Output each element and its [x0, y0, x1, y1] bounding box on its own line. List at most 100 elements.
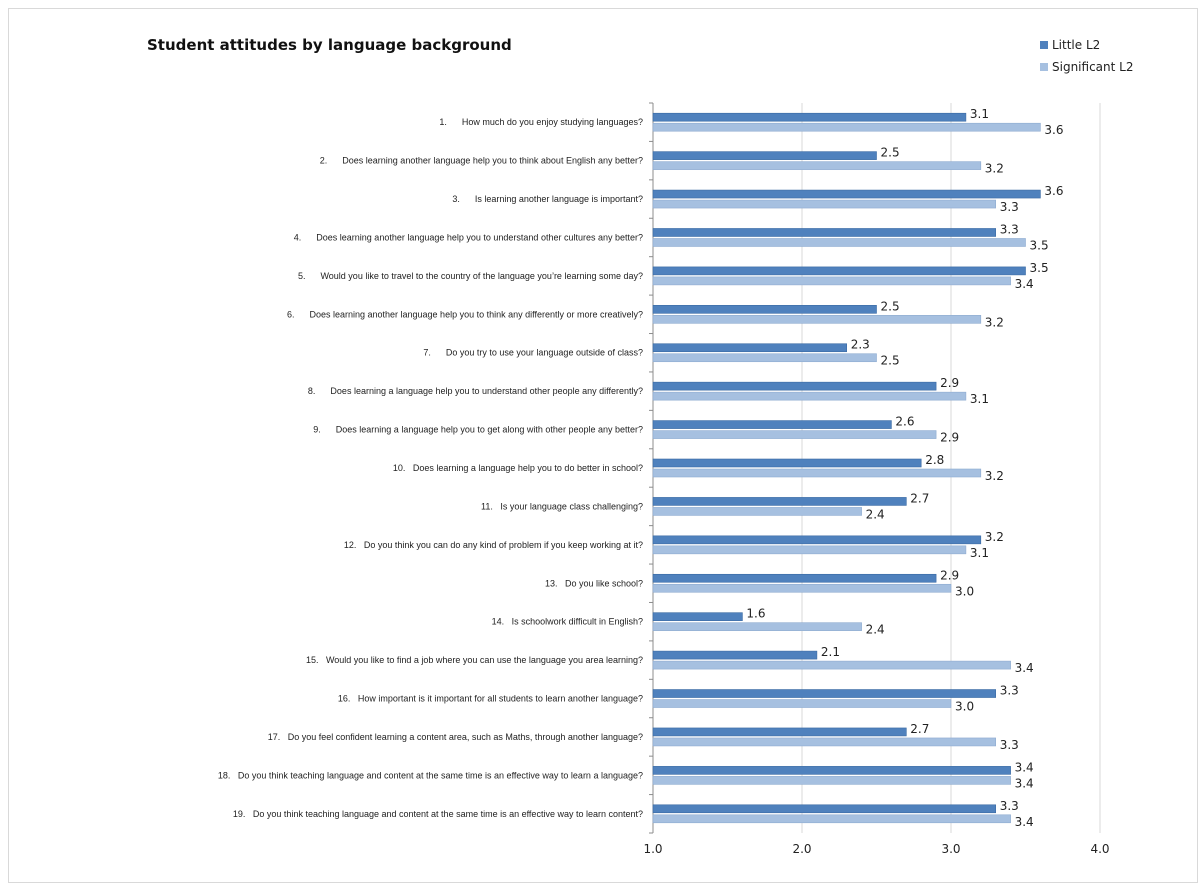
- data-label: 3.2: [985, 530, 1004, 544]
- bar-significant-l2: [652, 507, 862, 516]
- category-label: 16. How important is it important for al…: [338, 694, 643, 704]
- bar-little-l2: [652, 189, 1041, 199]
- bar-little-l2: [652, 573, 937, 583]
- category-label: 2. Does learning another language help y…: [320, 156, 643, 166]
- data-label: 2.9: [940, 431, 959, 445]
- data-label: 1.6: [746, 607, 765, 621]
- data-label: 2.9: [940, 568, 959, 582]
- data-label: 3.6: [1044, 123, 1063, 137]
- data-label: 3.3: [1000, 799, 1019, 813]
- category-label: 17. Do you feel confident learning a con…: [268, 732, 643, 742]
- data-label: 3.6: [1044, 184, 1063, 198]
- data-label: 2.5: [881, 354, 900, 368]
- bar-significant-l2: [652, 161, 982, 170]
- bar-little-l2: [652, 343, 847, 353]
- data-label: 2.9: [940, 376, 959, 390]
- legend-swatch-significant-l2: [1040, 63, 1048, 71]
- chart-title: Student attitudes by language background: [147, 36, 512, 54]
- bar-significant-l2: [652, 776, 1011, 785]
- data-label: 3.4: [1015, 776, 1034, 790]
- bar-little-l2: [652, 420, 892, 429]
- bar-little-l2: [652, 151, 877, 160]
- bar-little-l2: [652, 727, 907, 737]
- bar-significant-l2: [652, 660, 1011, 670]
- category-label: 4. Does learning another language help y…: [294, 232, 643, 242]
- data-label: 3.2: [985, 315, 1004, 329]
- bar-little-l2: [652, 650, 818, 660]
- bar-significant-l2: [652, 583, 952, 593]
- data-label: 3.1: [970, 392, 989, 406]
- chart-frame: [8, 8, 1198, 883]
- bar-little-l2: [652, 689, 997, 698]
- bar-significant-l2: [652, 545, 967, 555]
- bar-little-l2: [652, 266, 1026, 276]
- data-label: 3.4: [1015, 277, 1034, 291]
- data-label: 3.0: [955, 700, 974, 714]
- category-label: 6. Does learning another language help y…: [287, 309, 643, 319]
- bar-little-l2: [652, 381, 937, 391]
- category-label: 13. Do you like school?: [545, 578, 643, 588]
- data-label: 2.7: [910, 491, 929, 505]
- legend-item-significant-l2: Significant L2: [1040, 56, 1133, 78]
- bar-significant-l2: [652, 468, 982, 478]
- bar-little-l2: [652, 112, 967, 122]
- bar-significant-l2: [652, 353, 877, 363]
- bar-significant-l2: [652, 622, 862, 631]
- data-label: 3.4: [1015, 815, 1034, 829]
- legend-item-little-l2: Little L2: [1040, 34, 1133, 56]
- data-label: 2.5: [881, 299, 900, 313]
- x-tick-label: 3.0: [941, 842, 960, 856]
- category-label: 1. How much do you enjoy studying langua…: [439, 117, 643, 127]
- data-label: 3.2: [985, 469, 1004, 483]
- bar-little-l2: [652, 305, 877, 314]
- bar-significant-l2: [652, 122, 1041, 132]
- bar-significant-l2: [652, 199, 997, 209]
- data-label: 2.4: [866, 507, 885, 521]
- data-label: 3.2: [985, 162, 1004, 176]
- data-label: 2.6: [895, 415, 914, 429]
- data-label: 3.4: [1015, 760, 1034, 774]
- bar-little-l2: [652, 497, 907, 506]
- category-label: 10. Does learning a language help you to…: [393, 463, 643, 473]
- category-label: 9. Does learning a language help you to …: [313, 425, 643, 435]
- legend-label-significant-l2: Significant L2: [1052, 60, 1134, 74]
- bar-significant-l2: [652, 737, 997, 747]
- legend-label-little-l2: Little L2: [1052, 38, 1101, 52]
- data-label: 2.4: [866, 623, 885, 637]
- category-label: 18. Do you think teaching language and c…: [218, 770, 643, 780]
- category-label: 11. Is your language class challenging?: [481, 501, 643, 511]
- bar-significant-l2: [652, 814, 1011, 824]
- bar-significant-l2: [652, 430, 937, 439]
- data-label: 3.5: [1030, 238, 1049, 252]
- data-label: 3.5: [1030, 261, 1049, 275]
- bar-little-l2: [652, 612, 743, 621]
- bar-little-l2: [652, 804, 997, 814]
- category-label: 3. Is learning another language is impor…: [452, 194, 643, 204]
- data-label: 3.3: [1000, 738, 1019, 752]
- category-label: 12. Do you think you can do any kind of …: [344, 540, 643, 550]
- category-label: 19. Do you think teaching language and c…: [233, 809, 643, 819]
- legend-swatch-little-l2: [1040, 41, 1048, 49]
- x-tick-label: 4.0: [1090, 842, 1109, 856]
- category-label: 7. Do you try to use your language outsi…: [423, 348, 643, 358]
- data-label: 2.1: [821, 645, 840, 659]
- bar-significant-l2: [652, 276, 1011, 286]
- data-label: 2.7: [910, 722, 929, 736]
- data-label: 3.4: [1015, 661, 1034, 675]
- x-tick-label: 1.0: [643, 842, 662, 856]
- data-label: 3.3: [1000, 222, 1019, 236]
- data-label: 2.5: [881, 146, 900, 160]
- category-label: 15. Would you like to find a job where y…: [306, 655, 643, 665]
- data-label: 3.3: [1000, 200, 1019, 214]
- bar-little-l2: [652, 766, 1011, 775]
- bar-little-l2: [652, 228, 997, 237]
- category-label: 8. Does learning a language help you to …: [308, 386, 643, 396]
- data-label: 3.0: [955, 584, 974, 598]
- bar-significant-l2: [652, 238, 1026, 247]
- data-label: 2.3: [851, 338, 870, 352]
- data-label: 3.1: [970, 546, 989, 560]
- bar-significant-l2: [652, 391, 967, 401]
- category-label: 14. Is schoolwork difficult in English?: [492, 617, 643, 627]
- data-label: 2.8: [925, 453, 944, 467]
